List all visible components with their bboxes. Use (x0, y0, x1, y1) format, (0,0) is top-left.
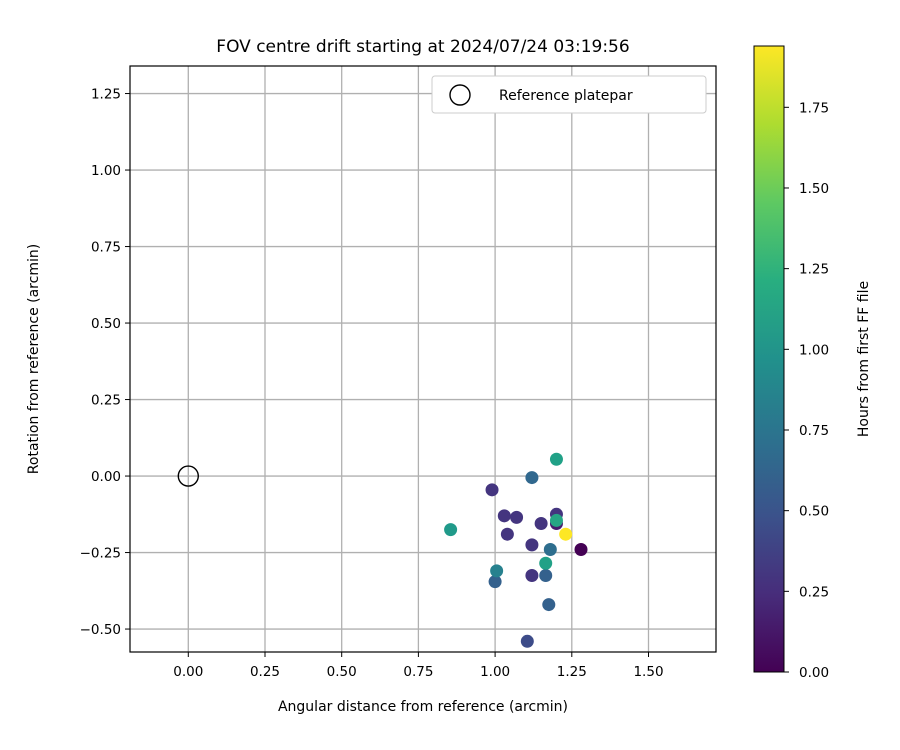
data-point (539, 556, 553, 570)
x-tick-label: 0.50 (327, 664, 357, 680)
chart-title: FOV centre drift starting at 2024/07/24 … (216, 37, 629, 57)
grid-lines (130, 66, 716, 652)
reference-marker (177, 465, 199, 487)
x-tick-label: 0.00 (173, 664, 203, 680)
x-tick-label: 1.00 (480, 664, 510, 680)
x-tick-label: 0.75 (403, 664, 433, 680)
y-tick-label: 1.00 (91, 163, 121, 179)
colorbar-tick-label: 1.00 (799, 342, 829, 358)
colorbar-ticks: 0.00 0.25 0.50 0.75 1.00 1.25 1.50 1.75 (784, 100, 829, 681)
data-point (485, 483, 499, 497)
colorbar-tick-label: 1.50 (799, 181, 829, 197)
legend-entry-label: Reference platepar (499, 88, 633, 104)
y-tick-label: 0.25 (91, 393, 121, 409)
data-point (525, 538, 539, 552)
colorbar-tick-label: 0.50 (799, 504, 829, 520)
x-tick-label: 1.50 (633, 664, 663, 680)
y-tick-label: 1.25 (91, 87, 121, 103)
data-point (510, 510, 524, 524)
y-axis-ticks: −0.50 −0.25 0.00 0.25 0.50 0.75 1.00 1.25 (80, 87, 130, 638)
plot-frame (129, 65, 717, 653)
x-tick-label: 0.25 (250, 664, 280, 680)
colorbar-gradient (753, 45, 785, 673)
data-points (444, 452, 588, 648)
colorbar-tick-label: 0.75 (799, 423, 829, 439)
reference-point (177, 465, 199, 487)
data-point (525, 568, 539, 582)
data-point (444, 523, 458, 537)
data-point (525, 471, 539, 485)
y-tick-label: −0.25 (80, 546, 121, 562)
data-point (549, 513, 563, 527)
y-axis-label: Rotation from reference (arcmin) (26, 244, 42, 474)
x-axis-ticks: 0.00 0.25 0.50 0.75 1.00 1.25 1.50 (173, 652, 664, 680)
data-point (539, 568, 553, 582)
y-tick-label: −0.50 (80, 622, 121, 638)
x-tick-label: 1.25 (557, 664, 587, 680)
colorbar-tick-label: 0.25 (799, 584, 829, 600)
data-point (520, 634, 534, 648)
data-point (549, 452, 563, 466)
data-point (559, 527, 573, 541)
legend-box (431, 75, 707, 114)
data-point (542, 598, 556, 612)
legend-reference-marker (449, 84, 471, 106)
colorbar-label: Hours from first FF file (856, 281, 872, 437)
legend: Reference platepar (431, 75, 707, 114)
data-point (488, 575, 502, 589)
colorbar-tick-label: 1.25 (799, 262, 829, 278)
data-point (500, 527, 514, 541)
y-tick-label: 0.75 (91, 240, 121, 256)
data-point (534, 516, 548, 530)
data-point (543, 542, 557, 556)
y-tick-label: 0.00 (91, 469, 121, 485)
data-point (490, 564, 504, 578)
x-axis-label: Angular distance from reference (arcmin) (278, 699, 568, 715)
data-point (574, 542, 588, 556)
data-point (497, 509, 511, 523)
colorbar: 0.00 0.25 0.50 0.75 1.00 1.25 1.50 1.75 Hours f… (753, 45, 872, 681)
colorbar-tick-label: 1.75 (799, 100, 829, 116)
colorbar-tick-label: 0.00 (799, 665, 829, 681)
y-tick-label: 0.50 (91, 316, 121, 332)
